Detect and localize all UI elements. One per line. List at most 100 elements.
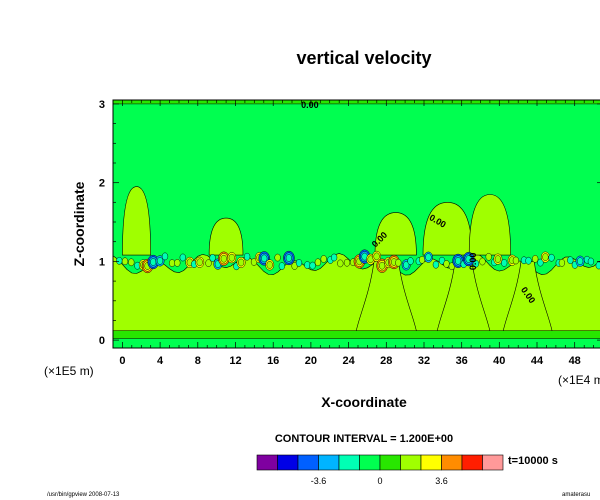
- convective-cell: [196, 258, 203, 267]
- footer-right: amaterasu: [562, 492, 590, 498]
- x-tick-label: 48: [569, 355, 581, 367]
- convective-cell: [378, 261, 386, 270]
- colorbar-swatch: [461, 454, 483, 471]
- y-tick-label: 0: [99, 335, 105, 347]
- plot-area: 0.000.000.000.000.00: [113, 100, 600, 348]
- convective-cell: [116, 256, 123, 265]
- x-tick-label: 24: [342, 355, 355, 367]
- convective-cell: [494, 255, 502, 263]
- convective-cell: [454, 257, 462, 265]
- y-axis-title: Z-coordinate: [71, 181, 87, 266]
- convective-cell: [407, 257, 414, 265]
- x-tick-label: 40: [493, 355, 505, 367]
- convective-cell: [501, 259, 508, 267]
- contour-region-plume: [208, 217, 244, 256]
- convective-cell: [373, 252, 380, 261]
- colorbar-swatch: [441, 454, 463, 471]
- colorbar-swatch: [400, 454, 422, 471]
- contour-interval: CONTOUR INTERVAL = 1.200E+00: [275, 433, 453, 445]
- convective-cell: [205, 259, 212, 268]
- contour-region-plume: [122, 186, 152, 256]
- x-tick-label: 8: [195, 355, 201, 367]
- contour-regions: [113, 100, 600, 339]
- contour-label: 0.00: [301, 100, 319, 110]
- time-label: t=10000 s: [508, 455, 558, 467]
- convective-cell: [587, 257, 595, 266]
- convective-cell: [309, 261, 316, 270]
- convective-cell: [304, 261, 311, 269]
- convective-cell: [432, 260, 440, 269]
- y-axis-unit: (×1E5 m): [44, 364, 94, 378]
- convective-cell: [472, 259, 480, 268]
- x-tick-label: 20: [305, 355, 317, 367]
- colorbar-swatch: [420, 454, 442, 471]
- colorbar-swatch: [482, 454, 504, 471]
- colorbar-tick-label: 0: [377, 476, 382, 486]
- colorbar-tick-label: 3.6: [435, 476, 448, 486]
- convective-cell: [161, 252, 169, 261]
- convective-cell: [274, 253, 281, 262]
- convective-cell: [512, 256, 520, 265]
- colorbar-swatch: [318, 454, 340, 471]
- convective-cell: [243, 252, 251, 261]
- contour-region-surface: [113, 330, 600, 339]
- x-tick-label: 44: [531, 355, 544, 367]
- y-tick-label: 3: [99, 99, 105, 111]
- convective-cell: [343, 258, 351, 267]
- colorbar: -3.6 0 3.6: [256, 454, 504, 486]
- convective-cell: [174, 259, 181, 267]
- x-tick-label: 4: [157, 355, 164, 367]
- contour-region-plume: [374, 212, 417, 256]
- convective-cell: [330, 253, 338, 262]
- convective-cells: [116, 249, 600, 274]
- x-tick-label: 0: [119, 355, 125, 367]
- convective-cell: [278, 262, 286, 270]
- convective-cell: [548, 253, 555, 262]
- convective-cell: [121, 257, 129, 266]
- convective-cell: [485, 252, 492, 261]
- colorbar-tick-label: -3.6: [311, 476, 327, 486]
- convective-cell: [542, 253, 549, 261]
- convective-cell: [576, 257, 584, 266]
- contour-label: 0.00: [468, 253, 478, 271]
- convective-cell: [266, 261, 273, 269]
- convective-cell: [465, 255, 472, 263]
- convective-cell: [168, 259, 176, 267]
- x-axis: 0 4 8 12 16 20 24 28 32 36 40 44 48: [119, 100, 594, 367]
- convective-cell: [314, 258, 322, 267]
- x-tick-label: 16: [267, 355, 279, 367]
- chart-title: vertical velocity: [296, 48, 431, 68]
- colorbar-swatch: [297, 454, 319, 471]
- y-axis: 0 1 2 3: [99, 99, 600, 347]
- convective-cell: [209, 254, 216, 262]
- convective-cell: [150, 258, 157, 266]
- convective-cell: [395, 258, 402, 267]
- convective-cell: [532, 255, 539, 263]
- convective-cell: [179, 253, 186, 262]
- convective-cell: [525, 256, 532, 265]
- convective-cell: [228, 253, 235, 262]
- convective-cell: [595, 261, 600, 270]
- convective-cell: [443, 260, 450, 268]
- convective-cell: [128, 258, 135, 267]
- x-axis-unit: (×1E4 m): [558, 373, 600, 387]
- convective-cell: [403, 261, 410, 269]
- convective-cell: [220, 254, 227, 263]
- colorbar-swatch: [338, 454, 360, 471]
- contour-region-top: [113, 100, 600, 105]
- convective-cell: [156, 257, 164, 265]
- convective-cell: [479, 257, 486, 266]
- colorbar-swatch: [379, 454, 401, 471]
- convective-cell: [261, 254, 268, 263]
- convective-cell: [237, 258, 245, 267]
- x-tick-label: 12: [229, 355, 241, 367]
- contour-region-plume: [468, 194, 512, 256]
- footer-left: /usr/bin/gpview 2008-07-13: [47, 492, 120, 498]
- convective-cell: [295, 259, 303, 267]
- y-tick-label: 2: [99, 178, 105, 190]
- colorbar-swatch: [359, 454, 381, 471]
- y-tick-label: 1: [99, 256, 105, 268]
- convective-cell: [567, 256, 574, 265]
- colorbar-swatch: [277, 454, 299, 471]
